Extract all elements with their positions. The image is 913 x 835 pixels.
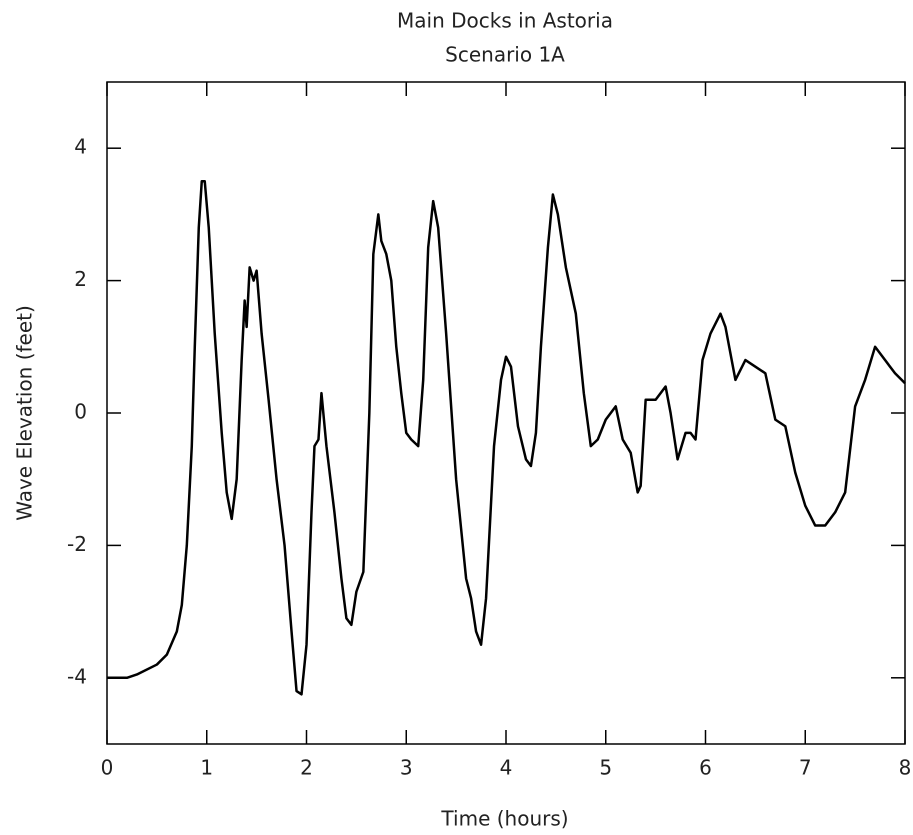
x-tick-label: 2: [300, 756, 313, 780]
x-tick-label: 0: [101, 756, 114, 780]
x-tick-label: 3: [400, 756, 413, 780]
y-tick-label: -2: [67, 532, 87, 556]
y-tick-label: -4: [67, 664, 87, 688]
x-tick-label: 8: [899, 756, 912, 780]
x-tick-label: 5: [599, 756, 612, 780]
x-tick-label: 7: [799, 756, 812, 780]
plot-frame: [106, 81, 906, 745]
chart-title: Main Docks in Astoria: [397, 9, 613, 33]
data-line: [107, 180, 906, 696]
chart-subtitle: Scenario 1A: [445, 43, 565, 67]
y-tick-label: 2: [74, 267, 87, 291]
x-tick-label: 4: [500, 756, 513, 780]
y-tick-label: 4: [74, 135, 87, 159]
x-axis-label: Time (hours): [440, 807, 568, 831]
x-tick-label: 6: [699, 756, 712, 780]
x-tick-label: 1: [200, 756, 213, 780]
y-axis-label: Wave Elevation (feet): [13, 305, 37, 521]
y-tick-label: 0: [74, 400, 87, 424]
